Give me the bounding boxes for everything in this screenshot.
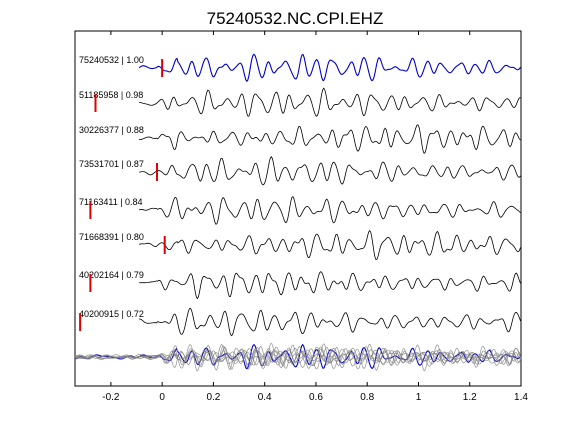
trace-71668391: [138, 229, 521, 261]
plot-area: [74, 30, 522, 387]
trace-label-40202164: 40202164 | 0.79: [79, 270, 144, 280]
x-tick-label: 1: [416, 392, 422, 403]
trace-label-71668391: 71668391 | 0.80: [79, 232, 144, 242]
trace-75240532: [138, 53, 521, 83]
trace-label-40200915: 40200915 | 0.72: [79, 309, 144, 319]
x-tick-label: 0.8: [360, 392, 374, 403]
stack-trace-40202164: [74, 346, 522, 372]
trace-40202164: [139, 271, 521, 300]
trace-label-51185958: 51185958 | 0.98: [79, 90, 143, 100]
x-axis: -0.2 0 0.2 0.4 0.6 0.8 1 1.2 1.4: [102, 31, 528, 403]
trace-40200915: [139, 307, 521, 337]
chart-title: 75240532.NC.CPI.EHZ: [207, 9, 384, 28]
x-tick-label: -0.2: [102, 392, 120, 403]
x-tick-label: 0.6: [309, 392, 323, 403]
trace-label-73531701: 73531701 | 0.87: [79, 159, 144, 169]
trace-label-71163411: 71163411 | 0.84: [79, 197, 143, 207]
x-tick-label: 0: [159, 392, 165, 403]
trace-label-75240532: 75240532 | 1.00: [79, 55, 144, 65]
x-tick-label: 0.2: [206, 392, 220, 403]
stack-trace-40200915: [74, 344, 522, 370]
trace-label-30226377: 30226377 | 0.88: [79, 125, 144, 135]
x-tick-label: 0.4: [258, 392, 272, 403]
trace-71163411: [138, 195, 521, 225]
trace-73531701: [138, 156, 521, 186]
trace-51185958: [139, 87, 521, 117]
x-tick-label: 1.4: [514, 392, 528, 403]
trace-30226377: [139, 124, 521, 155]
trace-group: 75240532 | 1.00 51185958 | 0.98 30226377 |…: [74, 53, 522, 372]
x-tick-label: 1.2: [463, 392, 477, 403]
